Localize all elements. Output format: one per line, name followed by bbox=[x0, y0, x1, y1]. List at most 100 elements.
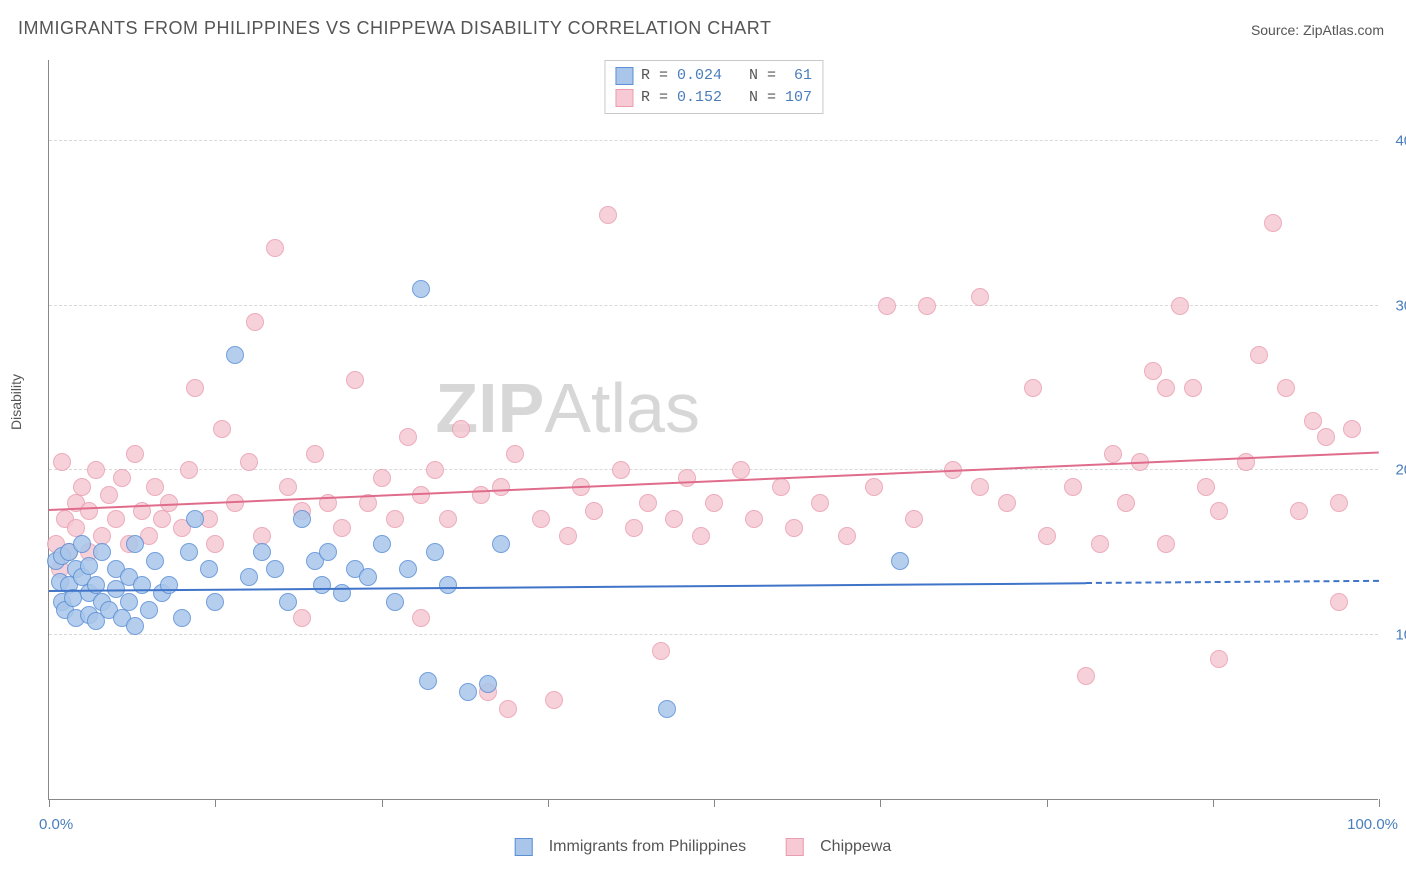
data-point-a bbox=[160, 576, 178, 594]
data-point-a bbox=[459, 683, 477, 701]
data-point-b bbox=[186, 379, 204, 397]
y-tick-label: 10.0% bbox=[1383, 626, 1406, 643]
data-point-a bbox=[206, 593, 224, 611]
data-point-b bbox=[206, 535, 224, 553]
data-point-b bbox=[971, 288, 989, 306]
x-tick bbox=[548, 799, 549, 807]
legend-stats: R = 0.024 N = 61R = 0.152 N = 107 bbox=[604, 60, 823, 114]
x-tick bbox=[1213, 799, 1214, 807]
data-point-a bbox=[226, 346, 244, 364]
trend-line bbox=[49, 582, 1086, 592]
data-point-b bbox=[665, 510, 683, 528]
data-point-b bbox=[838, 527, 856, 545]
data-point-b bbox=[100, 486, 118, 504]
data-point-b bbox=[1197, 478, 1215, 496]
data-point-b bbox=[107, 510, 125, 528]
data-point-b bbox=[113, 469, 131, 487]
data-point-b bbox=[905, 510, 923, 528]
trend-line bbox=[1086, 580, 1379, 584]
data-point-b bbox=[772, 478, 790, 496]
source-link[interactable]: ZipAtlas.com bbox=[1303, 22, 1384, 38]
data-point-b bbox=[1210, 502, 1228, 520]
data-point-b bbox=[492, 478, 510, 496]
data-point-b bbox=[1157, 379, 1175, 397]
y-tick-label: 40.0% bbox=[1383, 133, 1406, 150]
x-tick-label-max: 100.0% bbox=[1347, 816, 1398, 833]
data-point-b bbox=[246, 313, 264, 331]
data-point-b bbox=[1077, 667, 1095, 685]
data-point-b bbox=[373, 469, 391, 487]
data-point-a bbox=[891, 552, 909, 570]
chart-container: IMMIGRANTS FROM PHILIPPINES VS CHIPPEWA … bbox=[0, 0, 1406, 892]
data-point-b bbox=[506, 445, 524, 463]
data-point-b bbox=[1171, 297, 1189, 315]
y-axis-label: Disability bbox=[8, 374, 24, 430]
data-point-b bbox=[1317, 428, 1335, 446]
data-point-b bbox=[1091, 535, 1109, 553]
data-point-a bbox=[126, 535, 144, 553]
data-point-a bbox=[426, 543, 444, 561]
x-tick-label-min: 0.0% bbox=[39, 816, 73, 833]
data-point-a bbox=[253, 543, 271, 561]
data-point-a bbox=[140, 601, 158, 619]
data-point-b bbox=[998, 494, 1016, 512]
data-point-b bbox=[878, 297, 896, 315]
legend-bottom: Immigrants from PhilippinesChippewa bbox=[515, 838, 892, 856]
chart-title: IMMIGRANTS FROM PHILIPPINES VS CHIPPEWA … bbox=[18, 18, 771, 39]
watermark: ZIPAtlas bbox=[435, 368, 700, 448]
data-point-b bbox=[499, 700, 517, 718]
data-point-b bbox=[213, 420, 231, 438]
data-point-a bbox=[399, 560, 417, 578]
data-point-a bbox=[658, 700, 676, 718]
legend-stats-text: R = 0.024 N = 61 bbox=[641, 65, 812, 87]
data-point-b bbox=[1117, 494, 1135, 512]
data-point-a bbox=[240, 568, 258, 586]
data-point-b bbox=[1290, 502, 1308, 520]
data-point-b bbox=[705, 494, 723, 512]
data-point-b bbox=[306, 445, 324, 463]
legend-swatch bbox=[615, 67, 633, 85]
data-point-b bbox=[266, 239, 284, 257]
data-point-a bbox=[359, 568, 377, 586]
data-point-b bbox=[811, 494, 829, 512]
x-tick bbox=[880, 799, 881, 807]
x-tick bbox=[215, 799, 216, 807]
data-point-b bbox=[1304, 412, 1322, 430]
data-point-b bbox=[153, 510, 171, 528]
data-point-b bbox=[865, 478, 883, 496]
legend-stats-row: R = 0.152 N = 107 bbox=[615, 87, 812, 109]
data-point-b bbox=[180, 461, 198, 479]
data-point-b bbox=[452, 420, 470, 438]
data-point-a bbox=[200, 560, 218, 578]
data-point-b bbox=[399, 428, 417, 446]
data-point-a bbox=[319, 543, 337, 561]
legend-swatch bbox=[615, 89, 633, 107]
data-point-b bbox=[971, 478, 989, 496]
data-point-a bbox=[186, 510, 204, 528]
data-point-b bbox=[1104, 445, 1122, 463]
legend-item: Chippewa bbox=[786, 838, 891, 856]
data-point-b bbox=[472, 486, 490, 504]
gridline-h bbox=[49, 634, 1378, 635]
data-point-a bbox=[313, 576, 331, 594]
data-point-b bbox=[279, 478, 297, 496]
data-point-a bbox=[439, 576, 457, 594]
data-point-b bbox=[1144, 362, 1162, 380]
data-point-b bbox=[146, 478, 164, 496]
data-point-b bbox=[918, 297, 936, 315]
data-point-a bbox=[266, 560, 284, 578]
data-point-a bbox=[293, 510, 311, 528]
data-point-b bbox=[87, 461, 105, 479]
data-point-a bbox=[279, 593, 297, 611]
data-point-b bbox=[532, 510, 550, 528]
data-point-a bbox=[386, 593, 404, 611]
data-point-b bbox=[545, 691, 563, 709]
data-point-b bbox=[53, 453, 71, 471]
data-point-b bbox=[585, 502, 603, 520]
data-point-b bbox=[240, 453, 258, 471]
data-point-b bbox=[346, 371, 364, 389]
data-point-b bbox=[426, 461, 444, 479]
data-point-b bbox=[599, 206, 617, 224]
data-point-b bbox=[1343, 420, 1361, 438]
data-point-b bbox=[1264, 214, 1282, 232]
